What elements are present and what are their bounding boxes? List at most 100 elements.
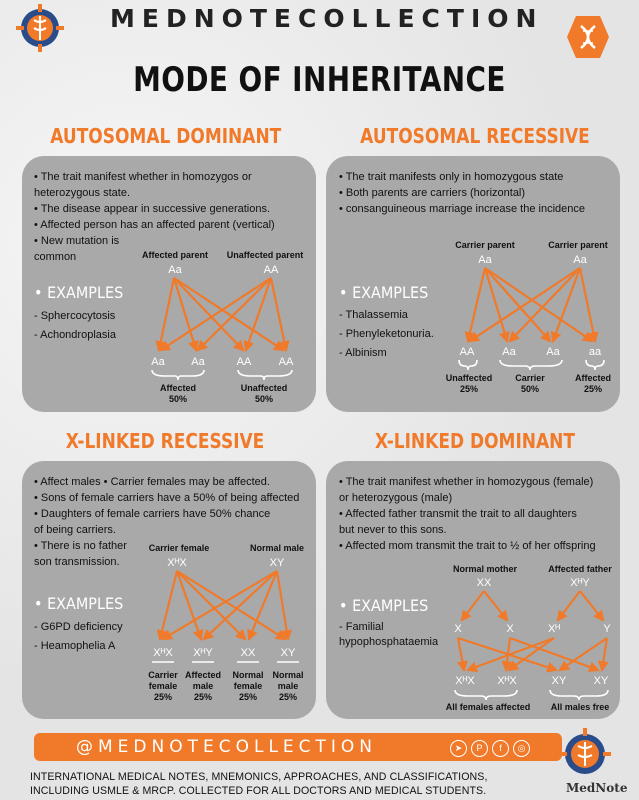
bullet-line: • There is no father	[34, 540, 127, 552]
autosomal-dominant-panel	[22, 156, 316, 412]
ad-brace-2	[237, 369, 293, 381]
xr-child3-sex: female	[234, 681, 263, 691]
instagram-icon[interactable]: ◎	[513, 740, 530, 757]
xd-gamete-1: X	[454, 623, 462, 635]
xd-brace-2	[549, 689, 609, 701]
example-item: - G6PD deficiency	[34, 621, 123, 633]
ar-cross-arrows	[464, 267, 599, 344]
xr-parent1-label: Carrier female	[149, 543, 210, 553]
bullet-line: or heterozygous (male)	[339, 492, 453, 504]
ar-child-4: aa	[589, 346, 602, 358]
ar-parent2-genotype: Aa	[573, 254, 587, 266]
bullet-line: • Affected mom transmit the trait to ½ o…	[339, 540, 596, 552]
xr-child-2: XᴴY	[193, 647, 213, 659]
xd-child-3: XY	[552, 675, 567, 687]
mednote-logo-label: MedNote	[566, 781, 628, 795]
x-linked-dominant-title: X-LINKED DOMINANT	[374, 429, 575, 453]
xd-parent2-genotype: XᴴY	[570, 577, 590, 589]
xd-gamete-2: X	[506, 623, 514, 635]
xd-parent1-label: Normal mother	[453, 564, 518, 574]
xd-group1-label: All females affected	[446, 702, 531, 712]
ar-child-2: Aa	[502, 346, 516, 358]
ar-group1-label: Unaffected	[446, 373, 493, 383]
xr-child1-pct: 25%	[154, 692, 172, 702]
dna-icon	[567, 16, 609, 58]
brand-title: MEDNOTECOLLECTION	[110, 4, 544, 33]
example-item: - Albinism	[339, 347, 387, 359]
ar-group3-pct: 25%	[584, 384, 602, 394]
xr-child2-pct: 25%	[194, 692, 212, 702]
x-linked-recessive-bullets: • Affect males • Carrier females may be …	[34, 474, 299, 570]
example-item: - Heamophelia A	[34, 640, 116, 652]
x-linked-recessive-panel	[22, 461, 316, 719]
bullet-line: • The trait manifest whether in homozygo…	[339, 476, 594, 488]
autosomal-recessive-panel	[326, 156, 620, 412]
xd-brace-1	[454, 689, 518, 701]
footer-handle[interactable]: @MEDNOTECOLLECTION	[76, 737, 378, 757]
facebook-icon[interactable]: f	[492, 740, 509, 757]
ad-child-3: AA	[237, 356, 252, 368]
autosomal-dominant-title: AUTOSOMAL DOMINANT	[50, 124, 282, 148]
xr-parent1-genotype: XᴴX	[167, 557, 187, 569]
bullet-line: of being carriers.	[34, 524, 116, 536]
bullet-line: • Affected person has an affected parent…	[34, 219, 275, 231]
pinterest-icon[interactable]: P	[471, 740, 488, 757]
ad-parent1-genotype: Aa	[168, 264, 182, 276]
xd-child-4: XY	[594, 675, 609, 687]
examples-heading: • EXAMPLES	[34, 283, 124, 302]
bullet-line: • Both parents are carriers (horizontal)	[339, 187, 526, 199]
ar-brace-3	[585, 359, 605, 371]
xd-parent1-genotype: XX	[477, 577, 492, 589]
xd-child-1: XᴴX	[455, 675, 475, 687]
x-linked-dominant-examples: - Familial hypophosphataemia	[339, 620, 438, 650]
ad-child-4: AA	[279, 356, 294, 368]
ar-parent2-label: Carrier parent	[548, 240, 608, 250]
xr-child1-label: Carrier	[148, 670, 178, 680]
xr-child2-label: Affected	[185, 670, 221, 680]
example-item: - Phenyleketonuria.	[339, 328, 434, 340]
example-item: - Familial	[339, 621, 384, 633]
xr-child2-sex: male	[193, 681, 214, 691]
xd-child-2: XᴴX	[497, 675, 517, 687]
bullet-line: son transmission.	[34, 556, 120, 568]
ar-pedigree: Carrier parent Carrier parent Aa Aa AA A…	[446, 240, 611, 394]
xd-group2-label: All males free	[551, 702, 610, 712]
xd-parent2-label: Affected father	[548, 564, 612, 574]
ar-group1-pct: 25%	[460, 384, 478, 394]
ad-parent2-label: Unaffected parent	[227, 250, 304, 260]
ar-child-3: Aa	[546, 346, 560, 358]
xr-child1-sex: female	[149, 681, 178, 691]
example-item: hypophosphataemia	[339, 636, 439, 648]
xr-child4-pct: 25%	[279, 692, 297, 702]
ad-group1-label: Affected	[160, 383, 196, 393]
xr-parent2-genotype: XY	[270, 557, 285, 569]
xr-child4-sex: male	[278, 681, 299, 691]
footer-description: INTERNATIONAL MEDICAL NOTES, MNEMONICS, …	[30, 770, 488, 798]
xd-parent-arrows	[460, 590, 605, 622]
x-linked-recessive-examples: - G6PD deficiency - Heamophelia A	[34, 618, 123, 656]
bullet-line: • The trait manifests only in homozygous…	[339, 171, 564, 183]
xr-child-1: XᴴX	[153, 647, 173, 659]
ar-group2-label: Carrier	[515, 373, 545, 383]
mednote-logo-icon	[559, 728, 611, 774]
ar-child-1: AA	[460, 346, 475, 358]
ad-parent2-genotype: AA	[264, 264, 279, 276]
ar-brace-1	[458, 359, 478, 371]
xd-gamete-3: Xᴴ	[548, 623, 560, 635]
example-item: - Achondroplasia	[34, 329, 116, 341]
brand-header: MEDNOTECOLLECTION	[0, 0, 639, 58]
ad-child-1: Aa	[151, 356, 165, 368]
xr-child3-label: Normal	[232, 670, 263, 680]
autosomal-recessive-title: AUTOSOMAL RECESSIVE	[360, 124, 590, 148]
telegram-icon[interactable]: ➤	[450, 740, 467, 757]
bullet-line: • consanguineous marriage increase the i…	[339, 203, 586, 215]
ar-group3-label: Affected	[575, 373, 611, 383]
footer-line-1: INTERNATIONAL MEDICAL NOTES, MNEMONICS, …	[30, 771, 488, 783]
bullet-line: common	[34, 251, 77, 263]
ad-pedigree: Affected parent Unaffected parent Aa AA …	[142, 250, 303, 404]
xr-cross-arrows	[156, 570, 293, 642]
xr-pedigree: Carrier female Normal male XᴴX XY XᴴX Xᴴ…	[148, 543, 304, 702]
examples-heading: • EXAMPLES	[339, 596, 429, 615]
autosomal-recessive-bullets: • The trait manifests only in homozygous…	[339, 169, 585, 217]
